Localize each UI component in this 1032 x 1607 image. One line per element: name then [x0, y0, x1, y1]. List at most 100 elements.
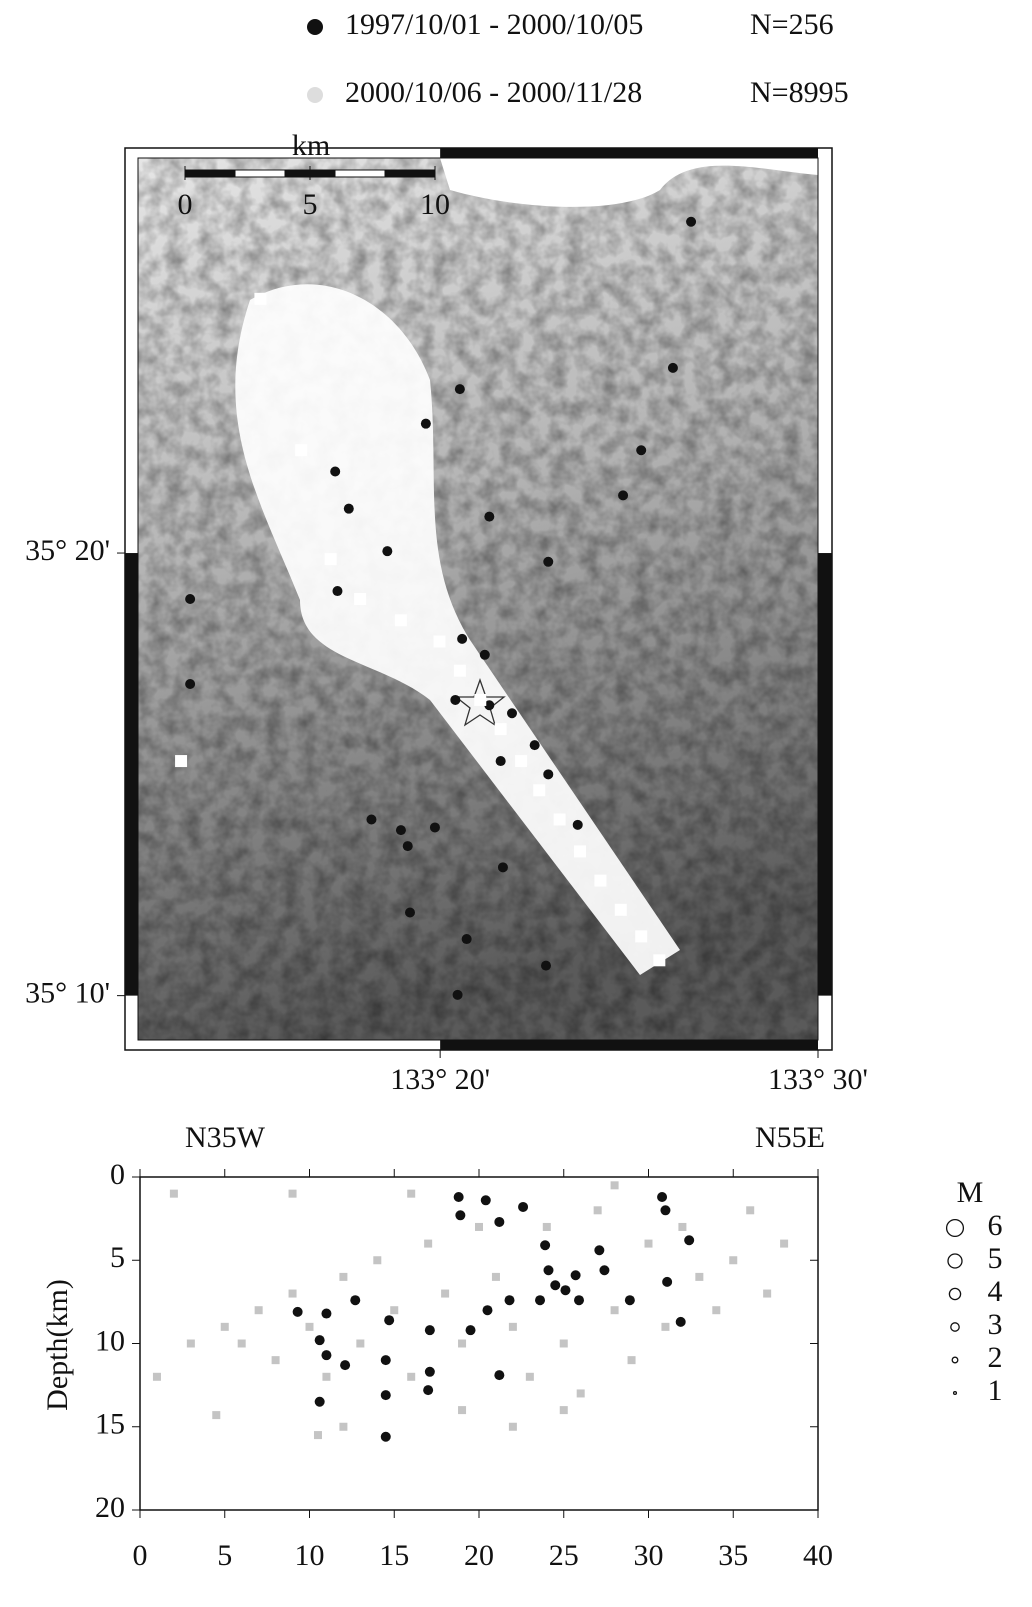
event [340, 1360, 350, 1370]
scale-bar-label: 10 [420, 188, 450, 221]
event [530, 740, 540, 750]
aftershock [395, 614, 407, 626]
aftershock [611, 1181, 619, 1189]
event [381, 1432, 391, 1442]
aftershock [322, 1373, 330, 1381]
event [662, 1277, 672, 1287]
event [405, 907, 415, 917]
event [686, 217, 696, 227]
y-tick-label: 5 [110, 1241, 125, 1274]
event [684, 1235, 694, 1245]
event [293, 1307, 303, 1317]
event [381, 1390, 391, 1400]
aftershock [678, 1223, 686, 1231]
y-tick-label: 35° 10' [25, 977, 110, 1010]
scale-bar-label: 0 [178, 188, 193, 221]
frame-band [440, 148, 818, 158]
event [636, 445, 646, 455]
event [185, 679, 195, 689]
event [454, 1192, 464, 1202]
aftershock [533, 784, 545, 796]
aftershock [577, 1389, 585, 1397]
event [396, 825, 406, 835]
y-tick-label: 10 [95, 1324, 125, 1357]
aftershock [433, 636, 445, 648]
event [573, 820, 583, 830]
scale-bar-segment [185, 170, 235, 177]
event [332, 586, 342, 596]
event [543, 557, 553, 567]
legend-count: N=256 [750, 8, 834, 41]
aftershock [373, 1256, 381, 1264]
event [625, 1295, 635, 1305]
aftershock [526, 1373, 534, 1381]
aftershock [560, 1406, 568, 1414]
magnitude-label: 2 [988, 1341, 1003, 1374]
aftershock [356, 1340, 364, 1348]
x-tick-label: 30 [634, 1539, 664, 1572]
magnitude-symbol [948, 1254, 962, 1268]
aftershock [495, 723, 507, 735]
y-axis-label: Depth(km) [41, 1279, 74, 1411]
aftershock [212, 1411, 220, 1419]
magnitude-label: 6 [988, 1209, 1003, 1242]
aftershock [339, 1423, 347, 1431]
x-tick-label: 35 [718, 1539, 748, 1572]
event [660, 1205, 670, 1215]
aftershock [763, 1290, 771, 1298]
aftershock [153, 1373, 161, 1381]
aftershock [339, 1273, 347, 1281]
aftershock [695, 1273, 703, 1281]
event [541, 961, 551, 971]
event [550, 1280, 560, 1290]
magnitude-symbol [954, 1392, 957, 1395]
aftershock [314, 1431, 322, 1439]
event [425, 1367, 435, 1377]
y-tick-label: 35° 20' [25, 534, 110, 567]
x-tick-label: 25 [549, 1539, 579, 1572]
x-tick-label: 0 [133, 1539, 148, 1572]
aftershock [543, 1223, 551, 1231]
event [676, 1317, 686, 1327]
event [494, 1217, 504, 1227]
frame-band [440, 1040, 818, 1050]
left-label: N35W [185, 1121, 266, 1154]
legend-marker [307, 87, 323, 103]
legend-label: 1997/10/01 - 2000/10/05 [345, 8, 643, 41]
x-tick-label: 15 [379, 1539, 409, 1572]
aftershock [780, 1240, 788, 1248]
frame-band [125, 553, 138, 996]
event [481, 1195, 491, 1205]
aftershock [492, 1273, 500, 1281]
aftershock [746, 1206, 754, 1214]
frame-band [818, 553, 832, 996]
aftershock [628, 1356, 636, 1364]
aftershock [458, 1340, 466, 1348]
event [455, 384, 465, 394]
magnitude-label: 5 [988, 1242, 1003, 1275]
aftershock [170, 1190, 178, 1198]
event [484, 512, 494, 522]
event [507, 708, 517, 718]
aftershock [407, 1190, 415, 1198]
event [330, 466, 340, 476]
event [315, 1397, 325, 1407]
event [574, 1295, 584, 1305]
event [321, 1309, 331, 1319]
aftershock [390, 1306, 398, 1314]
event [505, 1295, 515, 1305]
event [366, 815, 376, 825]
event [185, 594, 195, 604]
aftershock [474, 694, 486, 706]
y-tick-label: 0 [110, 1158, 125, 1191]
event [498, 862, 508, 872]
magnitude-label: 4 [988, 1275, 1003, 1308]
aftershock [611, 1306, 619, 1314]
aftershock [272, 1356, 280, 1364]
aftershock [729, 1256, 737, 1264]
event [423, 1385, 433, 1395]
aftershock [254, 293, 266, 305]
event [403, 841, 413, 851]
aftershock [255, 1306, 263, 1314]
aftershock [594, 1206, 602, 1214]
